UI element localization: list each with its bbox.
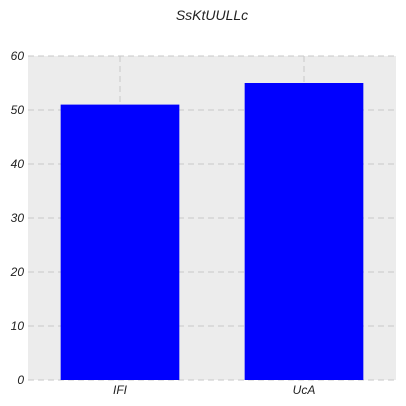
y-tick-label: 30 (11, 211, 25, 225)
x-axis-ticks: IFI UcA (113, 383, 315, 397)
chart-title: SsKtUULLc (176, 7, 248, 23)
y-tick-label: 10 (11, 319, 25, 333)
y-tick-label: 20 (10, 265, 25, 279)
y-tick-label: 60 (11, 49, 25, 63)
bar (60, 104, 180, 380)
y-tick-label: 0 (17, 373, 24, 387)
bars (60, 83, 364, 380)
bar (244, 83, 364, 380)
y-tick-label: 40 (11, 157, 25, 171)
y-axis-ticks: 0 10 20 30 40 50 60 (10, 49, 25, 387)
x-tick-label: IFI (113, 383, 128, 397)
y-tick-label: 50 (11, 103, 25, 117)
x-tick-label: UcA (293, 383, 316, 397)
